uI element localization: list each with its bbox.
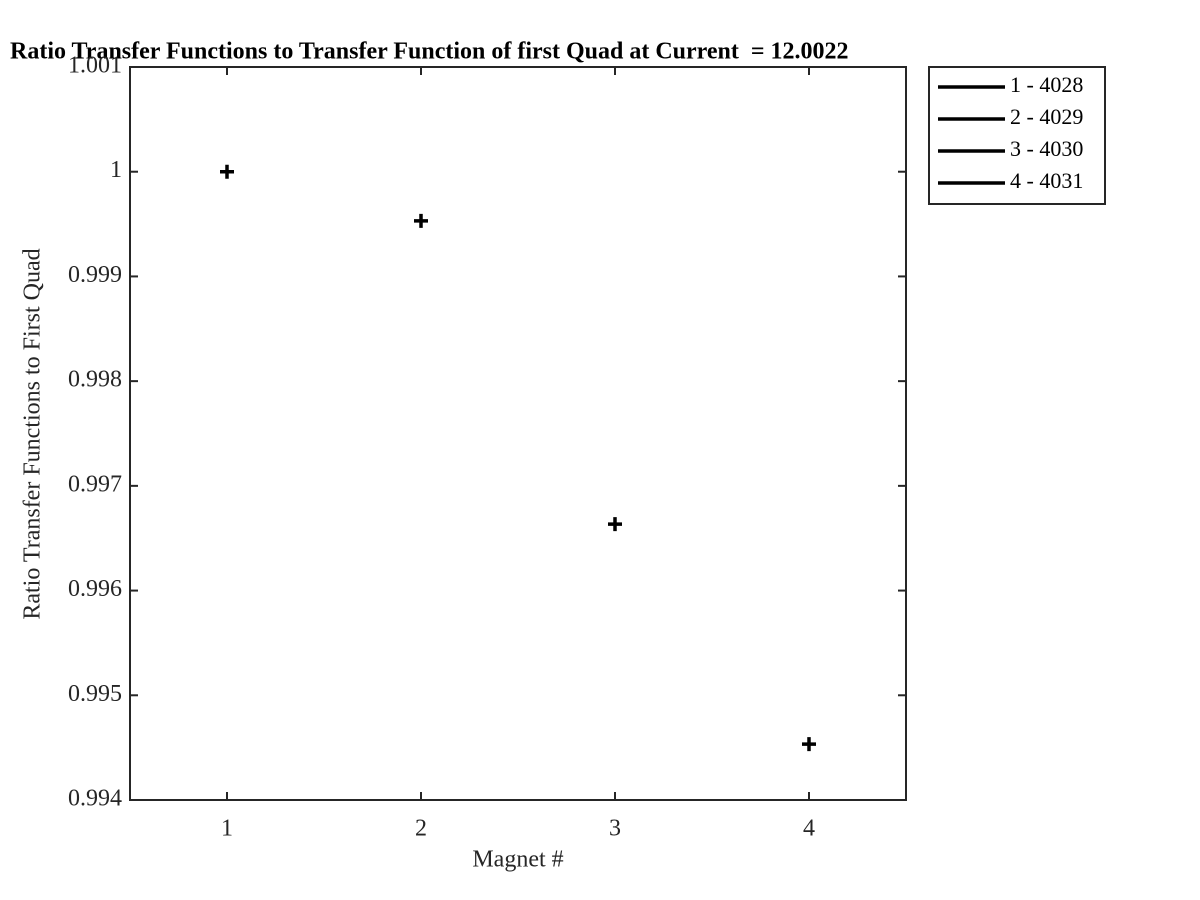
- y-tick-label: 0.996: [68, 576, 122, 602]
- point: [414, 213, 428, 228]
- x-tick-label: 3: [609, 816, 621, 842]
- point: [608, 517, 622, 532]
- y-tick-label: 0.997: [68, 471, 122, 497]
- axes-box: [129, 66, 907, 801]
- chart-title: Ratio Transfer Functions to Transfer Fun…: [10, 39, 849, 65]
- point: [802, 737, 816, 752]
- legend-label: 1 - 4028: [1010, 72, 1083, 97]
- y-axis-label: Ratio Transfer Functions to First Quad: [20, 248, 46, 619]
- x-tick-label: 1: [221, 816, 233, 842]
- y-tick-label: 0.994: [68, 786, 122, 812]
- y-tick-label: 0.999: [68, 262, 122, 288]
- y-tick-label: 1: [110, 157, 122, 183]
- point: [220, 164, 234, 179]
- legend-label: 2 - 4029: [1010, 104, 1083, 129]
- x-tick-label: 2: [415, 816, 427, 842]
- legend-label: 4 - 4031: [1010, 168, 1083, 193]
- y-tick-label: 0.995: [68, 681, 122, 707]
- y-tick-label: 1.001: [68, 53, 122, 79]
- x-tick-label: 4: [803, 816, 815, 842]
- x-axis-label: Magnet #: [472, 847, 563, 873]
- legend-box: [928, 66, 1106, 205]
- legend-label: 3 - 4030: [1010, 136, 1083, 161]
- y-tick-label: 0.998: [68, 367, 122, 393]
